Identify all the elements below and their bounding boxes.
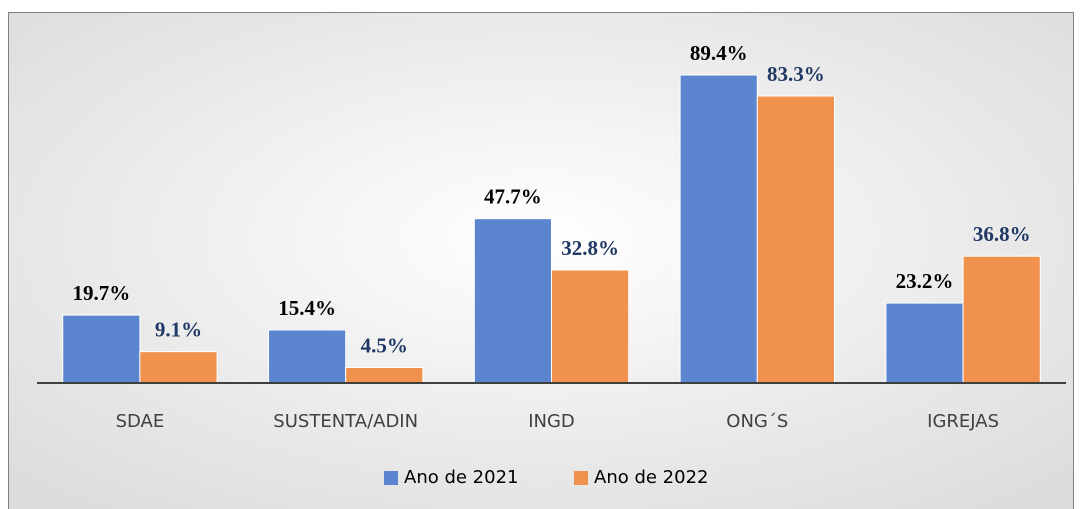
data-label: 23.2%: [896, 269, 954, 293]
legend-label: Ano de 2022: [594, 467, 709, 488]
bar: [885, 302, 964, 384]
data-label: 19.7%: [72, 281, 130, 305]
data-label: 83.3%: [767, 62, 825, 86]
data-label: 15.4%: [278, 296, 336, 320]
data-label: 9.1%: [155, 317, 202, 341]
x-tick-label: SUSTENTA/ADIN: [273, 411, 418, 432]
data-label: 32.8%: [561, 236, 619, 260]
bar: [962, 255, 1041, 384]
x-tick-label: SDAE: [116, 411, 165, 432]
legend-swatch: [384, 471, 398, 485]
bar: [679, 74, 758, 384]
data-label: 36.8%: [973, 222, 1031, 246]
legend-swatch: [574, 471, 588, 485]
data-label: 4.5%: [361, 333, 408, 357]
data-label: 47.7%: [484, 184, 542, 208]
legend-label: Ano de 2021: [404, 467, 519, 488]
x-tick-label: IGREJAS: [927, 411, 999, 432]
bar: [62, 314, 141, 384]
data-label: 89.4%: [690, 41, 748, 65]
x-tick-label: INGD: [528, 411, 575, 432]
bar: [756, 95, 835, 384]
bar: [345, 366, 424, 384]
bar: [268, 329, 347, 384]
x-tick-label: ONG´S: [726, 411, 788, 432]
bar: [473, 218, 553, 384]
bar: [139, 351, 218, 384]
bar: [551, 269, 630, 384]
